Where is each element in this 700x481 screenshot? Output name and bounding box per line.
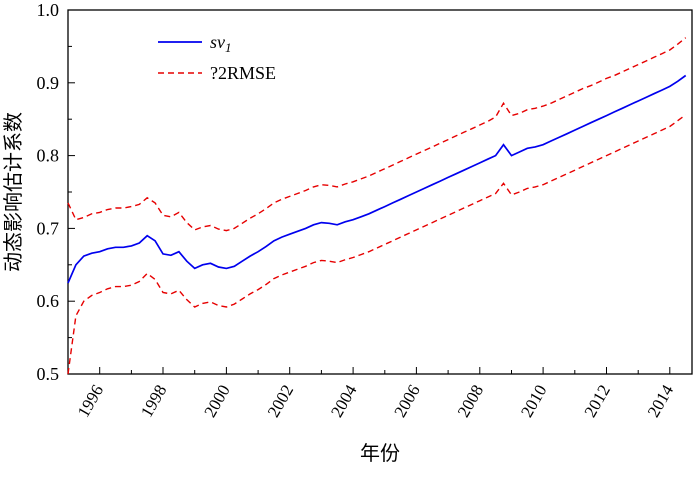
legend-2rmse-label: ?2RMSE: [210, 63, 276, 83]
x-tick-label: 1996: [74, 382, 107, 421]
y-tick-label: 0.7: [37, 218, 60, 238]
legend: sv1 ?2RMSE: [158, 32, 276, 83]
plot-frame: [67, 9, 693, 375]
upper-2rmse-line: [67, 37, 687, 232]
x-tick-label: 2008: [454, 382, 487, 421]
y-tick-label: 1.0: [37, 0, 60, 20]
y-tick-label: 0.9: [37, 73, 60, 93]
x-axis-label: 年份: [360, 442, 400, 465]
x-tick-label: 2002: [264, 382, 297, 421]
y-axis-label: 动态影响估计系数: [2, 112, 25, 272]
x-tick-label: 2004: [327, 381, 361, 420]
y-tick-label: 0.6: [37, 291, 60, 311]
x-tick-label: 1998: [137, 382, 170, 421]
legend-sv1-label: sv1: [210, 32, 232, 55]
x-tick-label: 2012: [581, 382, 614, 421]
y-tick-label: 0.8: [37, 146, 60, 166]
lower-2rmse-line: [67, 114, 687, 375]
x-tick-label: 2006: [390, 382, 423, 421]
y-tick-label: 0.5: [37, 364, 60, 384]
x-tick-label: 2014: [644, 381, 678, 420]
x-tick-label: 2010: [517, 382, 550, 421]
sv1-line: [67, 74, 687, 284]
x-tick-label: 2000: [200, 382, 233, 421]
